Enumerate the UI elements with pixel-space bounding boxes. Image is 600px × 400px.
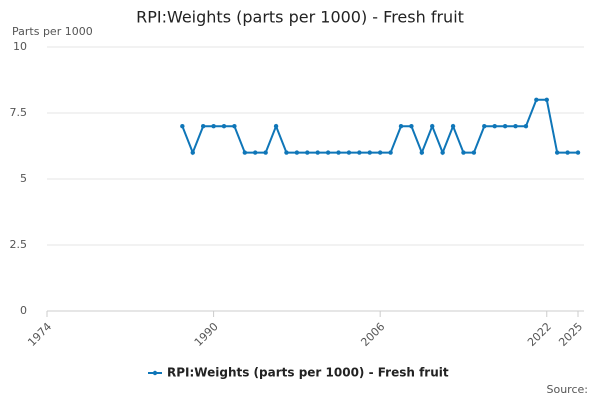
x-tick-label: 1974: [25, 320, 54, 349]
point: [554, 150, 560, 155]
y-tick-label: 5: [20, 172, 27, 185]
y-tick-label: 2.5: [10, 238, 28, 251]
point: [242, 150, 248, 155]
point: [357, 150, 362, 155]
point: [221, 124, 227, 129]
point: [492, 124, 497, 129]
x-tick-label: 2022: [525, 320, 554, 349]
point: [315, 150, 320, 155]
point: [513, 124, 518, 129]
point: [284, 150, 289, 155]
point: [534, 97, 539, 103]
point: [346, 150, 352, 155]
point: [294, 150, 300, 155]
point: [450, 124, 456, 129]
x-tick-label: 2025: [556, 320, 585, 349]
y-tick-label: 0: [20, 304, 27, 317]
point: [180, 124, 185, 129]
point: [263, 150, 268, 155]
legend-marker: [152, 370, 158, 376]
point: [200, 124, 206, 129]
point: [377, 150, 383, 155]
point: [565, 150, 570, 155]
point: [325, 150, 331, 155]
point: [482, 124, 487, 129]
point: [471, 150, 477, 155]
point: [430, 124, 435, 129]
series-line: [181, 98, 578, 156]
point: [440, 150, 445, 155]
point: [502, 124, 508, 129]
point: [211, 124, 216, 129]
point: [419, 150, 425, 155]
point: [232, 124, 237, 129]
legend-label: RPI:Weights (parts per 1000) - Fresh fru…: [167, 366, 449, 380]
point: [388, 150, 393, 155]
x-tick-label: 1990: [192, 320, 221, 349]
point: [367, 150, 372, 155]
point: [190, 150, 195, 155]
x-tick-label: 2006: [358, 320, 387, 349]
y-tick-label: 7.5: [10, 106, 28, 119]
point: [409, 124, 414, 129]
source: Source:: [547, 383, 589, 396]
point: [544, 97, 549, 103]
point: [398, 124, 404, 129]
point: [336, 150, 341, 155]
y-tick-label: 10: [13, 40, 27, 53]
chart-title: RPI:Weights (parts per 1000) - Fresh fru…: [136, 8, 464, 27]
point: [273, 124, 279, 129]
point: [575, 150, 581, 155]
point: [461, 150, 466, 155]
y-axis-label: Parts per 1000: [12, 25, 93, 38]
point: [253, 150, 258, 155]
point: [523, 124, 529, 129]
point: [305, 150, 310, 155]
